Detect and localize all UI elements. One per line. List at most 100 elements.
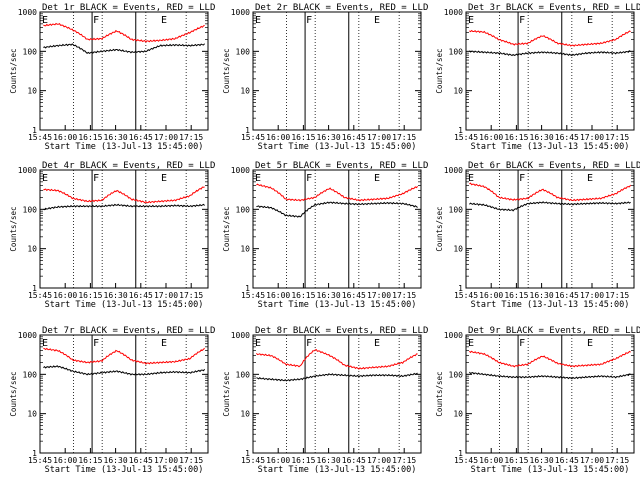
y-tick-label: 10 <box>27 87 37 96</box>
x-tick-label: 17:00 <box>580 291 604 300</box>
x-tick-label: 17:00 <box>154 291 178 300</box>
series-line-events <box>43 203 205 211</box>
x-tick-label: 16:15 <box>291 456 315 465</box>
x-tick-label: 17:00 <box>367 291 391 300</box>
x-tick-label: 17:15 <box>392 133 416 142</box>
y-tick-label: 100 <box>449 370 464 379</box>
y-tick-label: 100 <box>236 370 251 379</box>
x-tick-label: 16:00 <box>266 291 290 300</box>
series-line-lld <box>256 183 418 202</box>
y-tick-label: 1000 <box>444 331 463 340</box>
marker-label: E <box>255 15 261 26</box>
marker-label: E <box>587 338 593 349</box>
x-tick-label: 16:45 <box>342 456 366 465</box>
y-tick-label: 100 <box>449 205 464 214</box>
y-tick-label: 1 <box>458 126 463 135</box>
series-line-lld <box>469 182 632 202</box>
y-tick-label: 10 <box>27 410 37 419</box>
marker-label: E <box>161 15 167 26</box>
y-tick-label: 1 <box>245 284 250 293</box>
plot-frame <box>252 334 422 454</box>
marker-label: E <box>468 338 474 349</box>
x-tick-label: 17:00 <box>580 456 604 465</box>
detector-panel-1: Det 1r BLACK = Events, RED = LLD 1 10 100 10… <box>9 3 215 152</box>
y-tick-label: 10 <box>240 245 250 254</box>
marker-label: E <box>255 173 261 184</box>
y-tick-label: 1000 <box>18 331 37 340</box>
plot-frame <box>39 11 209 131</box>
x-tick-label: 16:15 <box>78 133 102 142</box>
y-tick-label: 10 <box>240 87 250 96</box>
detector-panel-8: Det 8r BLACK = Events, RED = LLD 1 10 100 10… <box>222 326 428 475</box>
y-tick-label: 1000 <box>231 166 250 175</box>
marker-label: E <box>468 173 474 184</box>
panel-title: Det 8r BLACK = Events, RED = LLD <box>255 326 428 336</box>
y-tick-label: 100 <box>23 205 38 214</box>
x-tick-label: 16:15 <box>504 291 528 300</box>
series-line-lld <box>469 29 631 47</box>
x-axis-label: Start Time (13-Jul-13 15:45:00) <box>258 142 417 152</box>
plot-frame <box>252 169 422 289</box>
series-line-lld <box>43 347 205 365</box>
marker-label: E <box>587 173 593 184</box>
x-tick-label: 17:00 <box>580 133 604 142</box>
marker-label: E <box>255 338 261 349</box>
x-tick-label: 16:00 <box>479 291 503 300</box>
panel-title: Det 9r BLACK = Events, RED = LLD <box>468 326 640 336</box>
x-tick-label: 16:30 <box>317 133 341 142</box>
panel-title: Det 2r BLACK = Events, RED = LLD <box>255 3 428 13</box>
detector-panel-5: Det 5r BLACK = Events, RED = LLD 1 10 100 10… <box>222 161 428 310</box>
y-axis-label: Counts/sec <box>222 206 231 251</box>
x-tick-label: 16:30 <box>317 456 341 465</box>
y-axis-label: Counts/sec <box>9 206 18 251</box>
y-tick-label: 100 <box>449 47 464 56</box>
y-tick-label: 10 <box>453 87 463 96</box>
x-axis-label: Start Time (13-Jul-13 15:45:00) <box>258 300 417 310</box>
y-tick-label: 1000 <box>444 8 463 17</box>
y-axis-label: Counts/sec <box>9 371 18 416</box>
y-tick-label: 1000 <box>231 8 250 17</box>
series-line-events <box>43 43 205 55</box>
marker-label: E <box>161 173 167 184</box>
x-tick-label: 17:15 <box>605 456 629 465</box>
y-tick-label: 1 <box>245 126 250 135</box>
panel-title: Det 7r BLACK = Events, RED = LLD <box>42 326 215 336</box>
x-tick-label: 16:00 <box>53 133 77 142</box>
series-line-events <box>256 201 418 218</box>
y-tick-label: 10 <box>453 410 463 419</box>
detector-panel-2: Det 2r BLACK = Events, RED = LLD 1 10 100 10… <box>222 3 428 152</box>
detector-panel-6: Det 6r BLACK = Events, RED = LLD 1 10 100 10… <box>435 161 640 310</box>
marker-label: E <box>587 15 593 26</box>
y-axis-label: Counts/sec <box>222 371 231 416</box>
marker-label: F <box>519 15 525 26</box>
x-tick-label: 17:00 <box>367 456 391 465</box>
x-tick-label: 16:30 <box>104 133 128 142</box>
y-tick-label: 1000 <box>18 8 37 17</box>
marker-label: E <box>374 173 380 184</box>
x-axis-label: Start Time (13-Jul-13 15:45:00) <box>258 465 417 475</box>
y-axis-label: Counts/sec <box>435 48 444 93</box>
x-tick-label: 15:45 <box>241 456 265 465</box>
x-tick-label: 17:15 <box>179 291 203 300</box>
y-tick-label: 100 <box>236 47 251 56</box>
x-tick-label: 17:15 <box>605 291 629 300</box>
x-tick-label: 17:15 <box>605 133 629 142</box>
marker-label: F <box>306 338 312 349</box>
x-tick-label: 16:30 <box>317 291 341 300</box>
x-tick-label: 15:45 <box>454 291 478 300</box>
plot-frame <box>39 169 209 289</box>
x-tick-label: 17:00 <box>154 133 178 142</box>
x-tick-label: 16:45 <box>129 133 153 142</box>
x-tick-label: 15:45 <box>28 291 52 300</box>
x-axis-label: Start Time (13-Jul-13 15:45:00) <box>471 142 630 152</box>
marker-label: E <box>374 15 380 26</box>
x-tick-label: 17:15 <box>179 133 203 142</box>
plot-frame <box>465 11 635 131</box>
y-tick-label: 100 <box>23 47 38 56</box>
y-tick-label: 10 <box>27 245 37 254</box>
y-tick-label: 1 <box>458 284 463 293</box>
y-axis-label: Counts/sec <box>435 206 444 251</box>
panel-title: Det 5r BLACK = Events, RED = LLD <box>255 161 428 171</box>
x-tick-label: 16:45 <box>342 291 366 300</box>
